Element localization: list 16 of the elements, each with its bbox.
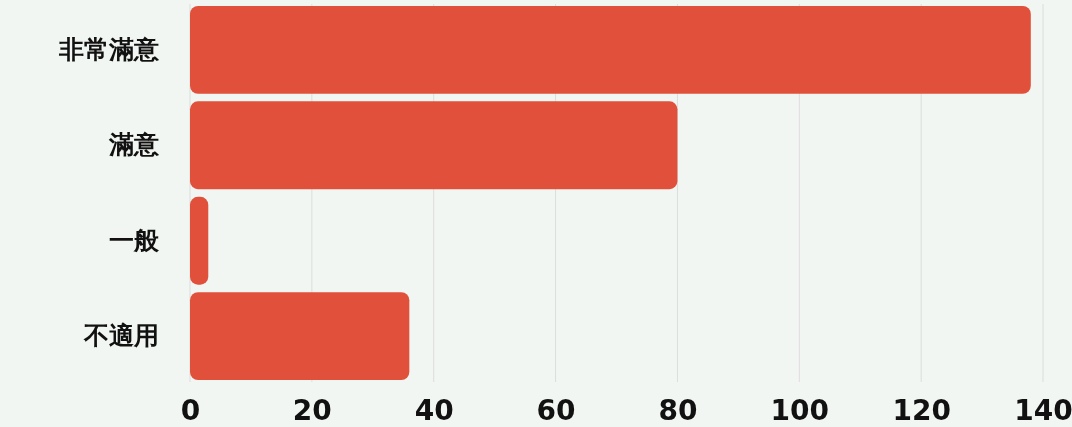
x-tick-label: 100 — [770, 393, 830, 427]
bar — [190, 5, 1031, 94]
bar — [190, 196, 209, 285]
x-tick-label: 20 — [292, 393, 332, 427]
x-tick-label: 120 — [892, 393, 951, 427]
bar — [190, 292, 410, 381]
x-tick-label: 140 — [1014, 393, 1072, 427]
x-tick-label: 40 — [414, 393, 454, 427]
x-tick-label: 60 — [536, 393, 576, 427]
x-tick-label: 0 — [180, 393, 201, 427]
bar — [190, 101, 678, 190]
y-tick-label: 一般 — [109, 225, 160, 255]
x-tick-label: 80 — [658, 393, 698, 427]
y-tick-label: 非常滿意 — [58, 34, 160, 64]
y-tick-label: 滿意 — [108, 130, 160, 160]
y-tick-label: 不適用 — [83, 321, 159, 351]
